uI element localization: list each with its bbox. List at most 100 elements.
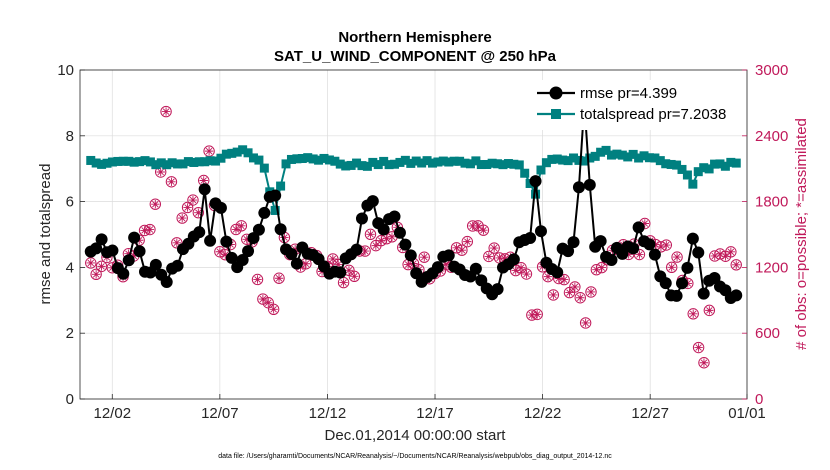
totalspread-point (411, 156, 421, 166)
totalspread-point (124, 156, 134, 166)
obs-possible-point (558, 273, 570, 286)
chart-title: Northern Hemisphere (338, 29, 491, 46)
x-tick-label: 12/22 (524, 405, 562, 422)
obs-assimilated-point (350, 272, 359, 281)
totalspread-point (601, 145, 611, 155)
rmse-point (366, 195, 379, 208)
obs-assimilated-point (231, 225, 241, 234)
rmse-point (594, 235, 607, 248)
obs-assimilated-point (721, 252, 730, 261)
obs-possible-point (181, 201, 194, 214)
obs-possible-point (85, 257, 97, 269)
x-tick-label: 12/07 (201, 405, 239, 422)
y-tick-label-right: 1200 (755, 259, 788, 276)
obs-assimilated-point (328, 254, 338, 264)
totalspread-point (699, 163, 709, 173)
obs-assimilated-point (274, 274, 284, 283)
totalspread-point (682, 170, 692, 180)
totalspread-series (86, 145, 741, 215)
rmse-point (90, 242, 103, 255)
obs-possible-point (730, 259, 742, 271)
rmse-point (708, 271, 721, 284)
obs-assimilated-point (156, 167, 165, 177)
totalspread-point (308, 154, 318, 164)
totalspread-point (135, 157, 145, 167)
rmse-point (236, 253, 249, 266)
obs-assimilated-point (242, 235, 251, 244)
totalspread-point (482, 159, 492, 169)
rmse-point (431, 261, 444, 274)
obs-assimilated-point (705, 306, 714, 315)
obs-assimilated-point (672, 252, 682, 262)
obs-possible-point (461, 235, 473, 248)
obs-assimilated-point (463, 237, 472, 246)
obs-assimilated-point (91, 270, 101, 279)
x-tick-label: 12/02 (94, 405, 132, 422)
obs-assimilated-point (199, 176, 208, 185)
obs-assimilated-point (473, 221, 483, 230)
obs-possible-point (671, 251, 683, 263)
obs-assimilated-point (732, 260, 741, 269)
obs-possible-point (596, 261, 608, 274)
totalspread-point (460, 158, 470, 168)
rmse-point (686, 232, 699, 245)
obs-assimilated-point (543, 272, 553, 281)
obs-possible-point (192, 206, 205, 219)
totalspread-point (569, 153, 579, 163)
totalspread-point (471, 156, 481, 166)
totalspread-point (612, 149, 622, 159)
obs-assimilated-point (344, 266, 354, 275)
obs-possible-point (585, 286, 597, 298)
totalspread-point (666, 159, 676, 169)
y-axis-label-left: rmse and totalspread (37, 164, 54, 305)
obs-assimilated-point (420, 252, 429, 262)
totalspread-point (102, 158, 112, 168)
obs-possible-point (187, 194, 199, 206)
rmse-point (469, 262, 482, 275)
rmse-point (225, 251, 238, 264)
obs-assimilated-point (129, 251, 138, 261)
totalspread-point (395, 157, 405, 167)
rmse-point (562, 245, 575, 258)
obs-assimilated-point (624, 250, 633, 259)
totalspread-point (688, 179, 698, 189)
totalspread-point (531, 189, 541, 199)
obs-possible-point (569, 281, 581, 293)
totalspread-point (590, 151, 600, 161)
obs-assimilated-point (592, 265, 601, 274)
totalspread-point (140, 156, 150, 166)
y-tick-label-left: 4 (66, 259, 74, 276)
totalspread-point (628, 149, 638, 159)
obs-assimilated-point (597, 263, 606, 272)
data-file-footnote: data file: /Users/gharamti/Documents/NCA… (218, 453, 612, 460)
totalspread-point (731, 158, 741, 168)
totalspread-point (552, 154, 562, 164)
rmse-point (269, 189, 282, 202)
obs-possible-point (149, 198, 162, 210)
obs-assimilated-point (715, 249, 725, 259)
totalspread-point (330, 156, 340, 166)
totalspread-point (292, 154, 302, 164)
rmse-point (388, 210, 401, 223)
obs-assimilated-point (178, 213, 187, 223)
obs-possible-point (703, 304, 716, 317)
totalspread-point (644, 153, 654, 163)
rmse-point (730, 289, 743, 302)
obs-assimilated-point (161, 107, 171, 116)
obs-possible-point (483, 250, 495, 263)
totalspread-point (476, 160, 486, 170)
obs-assimilated-point (269, 305, 278, 314)
rmse-point (529, 175, 542, 188)
obs-assimilated-point (570, 282, 580, 292)
totalspread-point (606, 150, 616, 160)
obs-assimilated-point (258, 294, 268, 304)
legend-spread-marker (551, 109, 561, 119)
totalspread-point (357, 161, 367, 171)
legend: rmse pr=4.399 totalspread pr=7.2038 (532, 80, 742, 130)
obs-possible-point (660, 239, 673, 251)
totalspread-point (373, 160, 383, 170)
rmse-point (410, 267, 423, 280)
totalspread-point (232, 147, 242, 157)
rmse-point (198, 183, 211, 196)
obs-assimilated-point (516, 263, 526, 272)
